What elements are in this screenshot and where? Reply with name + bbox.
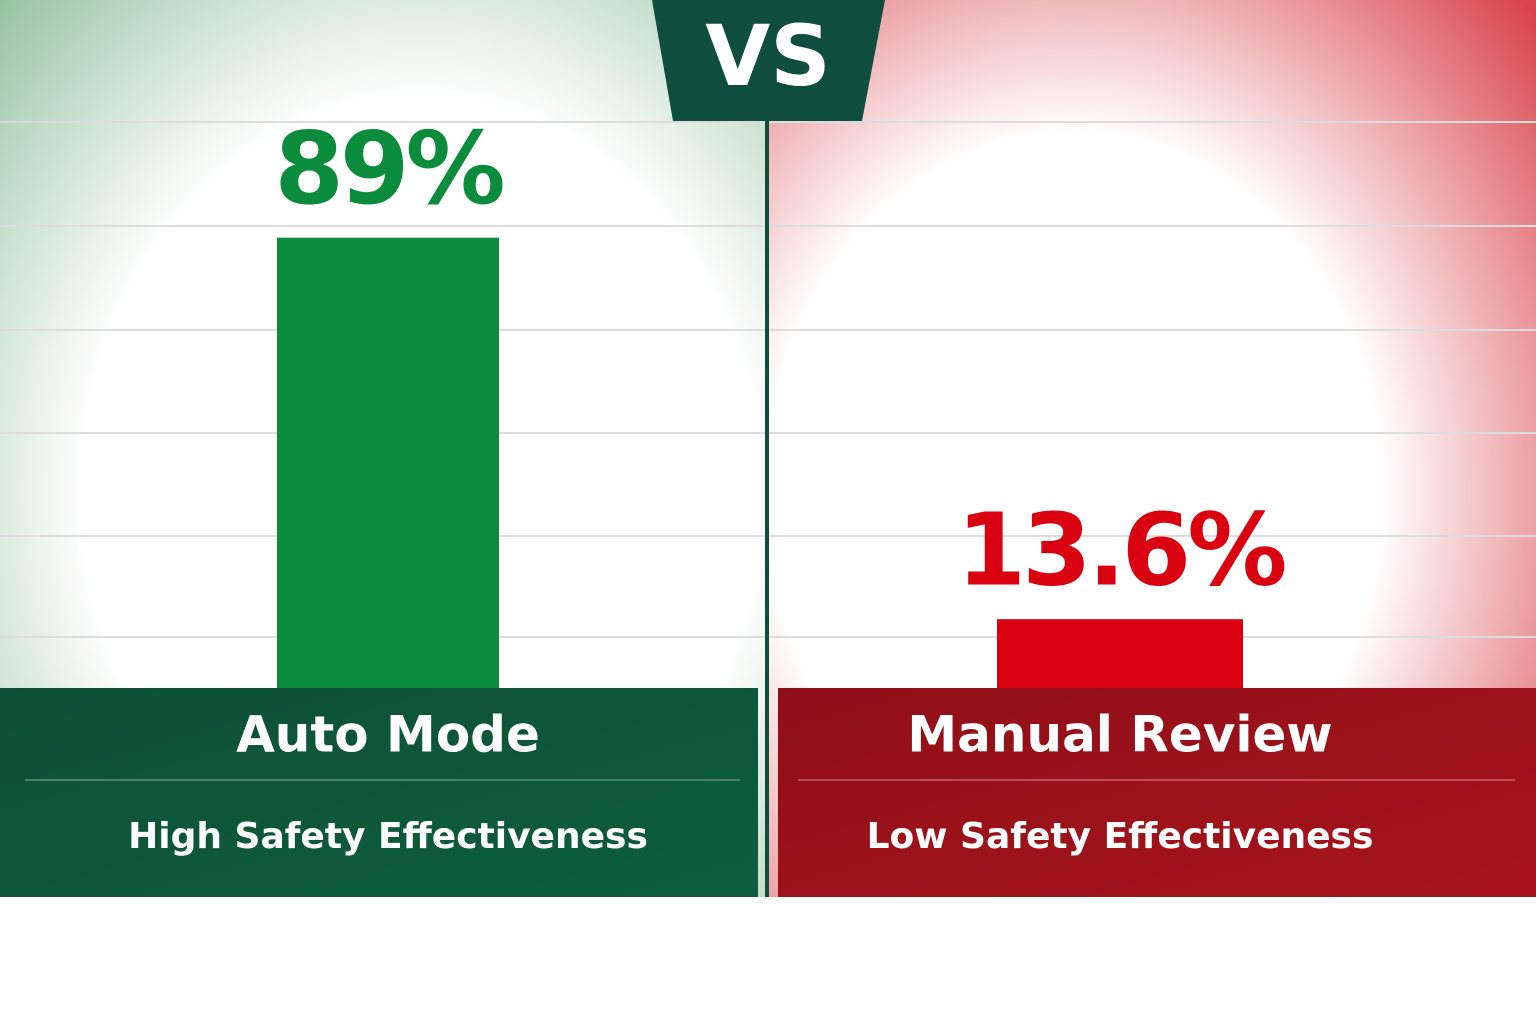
left-label-box <box>0 688 758 897</box>
vs-badge <box>652 0 885 121</box>
right-label-box <box>778 688 1536 897</box>
vs-label: VS <box>705 7 831 105</box>
bar <box>997 619 1243 688</box>
category-label: Auto Mode <box>236 706 540 764</box>
category-subtitle: High Safety Effectiveness <box>128 816 648 857</box>
value-label: 89% <box>274 110 503 227</box>
value-label: 13.6% <box>957 492 1286 609</box>
bar <box>277 237 499 688</box>
category-label: Manual Review <box>907 706 1332 764</box>
category-subtitle: Low Safety Effectiveness <box>867 816 1374 857</box>
